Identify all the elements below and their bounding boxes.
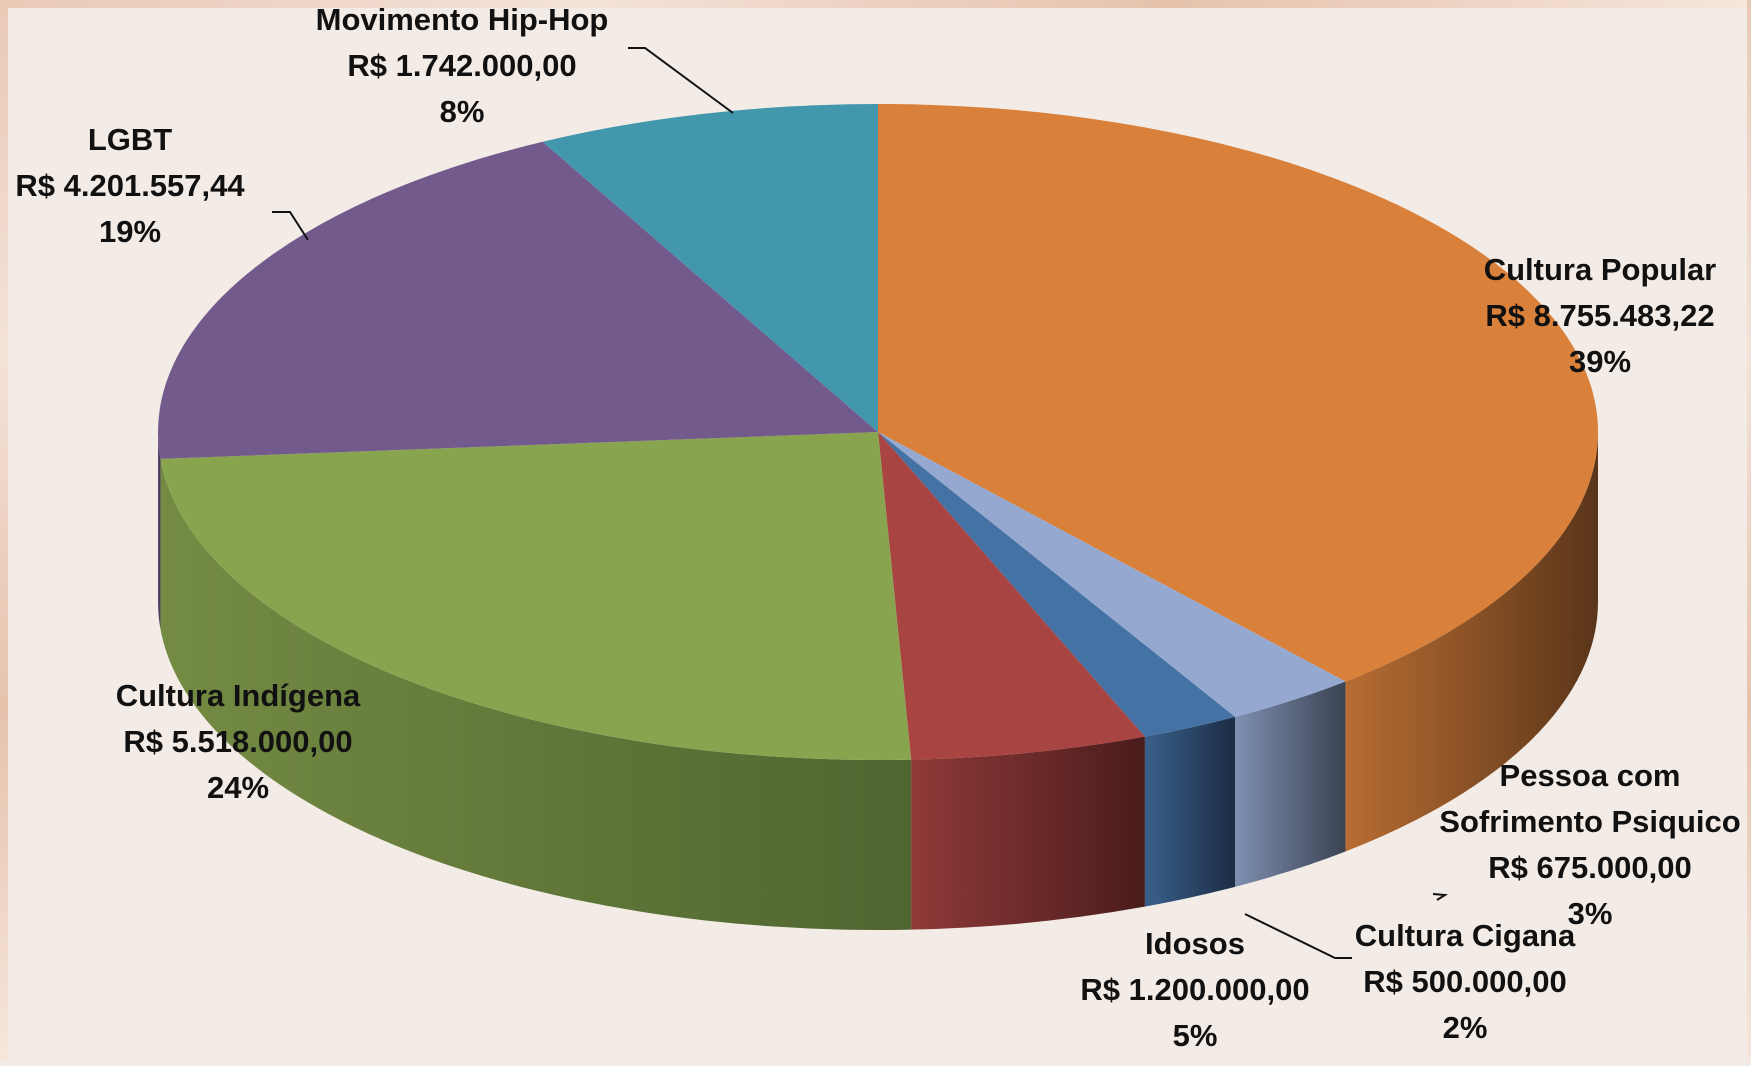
slice-movimento-hip-hop xyxy=(542,104,878,432)
label-name-cultura-indigena: Cultura Indígena xyxy=(116,678,361,713)
label-name-idosos: Idosos xyxy=(1145,926,1245,961)
pie-tops xyxy=(157,104,1599,760)
label-value-movimento-hip-hop: R$ 1.742.000,00 xyxy=(347,48,576,83)
label-name-pessoa-com-sofrimento-psiquico: Pessoa com xyxy=(1500,758,1681,793)
leader-line-cultura-cigana xyxy=(1244,913,1352,959)
frame-border-left xyxy=(0,0,8,1061)
frame-border-right xyxy=(1747,0,1751,1061)
leader-lines xyxy=(272,47,1449,959)
frame-border-top xyxy=(0,0,1751,8)
label-percent-cultura-cigana: 2% xyxy=(1443,1010,1488,1045)
slice-pessoa-com-sofrimento-psiquico xyxy=(878,432,1346,717)
label-percent-cultura-popular: 39% xyxy=(1569,344,1631,379)
leader-line-pessoa-com-sofrimento-psiquico xyxy=(1432,893,1449,901)
label-name-lgbt: LGBT xyxy=(88,122,172,157)
slice-idosos xyxy=(878,432,1145,760)
label-percent-lgbt: 19% xyxy=(99,214,161,249)
slice-side-cultura-cigana xyxy=(1144,716,1236,907)
label-percent-cultura-indigena: 24% xyxy=(207,770,269,805)
slice-side-cultura-indigena xyxy=(160,458,912,930)
slice-side-pessoa-com-sofrimento-psiquico xyxy=(1235,681,1346,887)
pie-sides xyxy=(158,432,1598,930)
label-value-cultura-popular: R$ 8.755.483,22 xyxy=(1485,298,1714,333)
leader-line-movimento-hip-hop xyxy=(628,47,734,114)
slice-side-idosos xyxy=(911,736,1145,930)
label-percent-pessoa-com-sofrimento-psiquico: 3% xyxy=(1568,896,1613,931)
label-value-cultura-cigana: R$ 500.000,00 xyxy=(1363,964,1566,999)
slice-side-cultura-popular xyxy=(1345,432,1598,852)
label-percent-idosos: 5% xyxy=(1173,1018,1218,1053)
label-name-cultura-popular: Cultura Popular xyxy=(1484,252,1717,287)
label-value-pessoa-com-sofrimento-psiquico: R$ 675.000,00 xyxy=(1488,850,1691,885)
label-value-cultura-indigena: R$ 5.518.000,00 xyxy=(123,724,352,759)
slice-cultura-popular xyxy=(878,104,1599,682)
label-value-idosos: R$ 1.200.000,00 xyxy=(1080,972,1309,1007)
slice-lgbt xyxy=(157,141,878,459)
slice-cultura-indigena xyxy=(160,432,912,760)
label-name-pessoa-com-sofrimento-psiquico: Sofrimento Psiquico xyxy=(1439,804,1740,839)
label-name-cultura-cigana: Cultura Cigana xyxy=(1355,918,1576,953)
label-value-lgbt: R$ 4.201.557,44 xyxy=(15,168,245,203)
leader-line-lgbt xyxy=(272,211,309,241)
slice-cultura-cigana xyxy=(878,432,1236,737)
label-percent-movimento-hip-hop: 8% xyxy=(440,94,485,129)
slice-side-lgbt xyxy=(158,432,161,629)
slice-labels: Cultura Popular R$ 8.755.483,22 39% Pessoa … xyxy=(15,2,1740,1053)
